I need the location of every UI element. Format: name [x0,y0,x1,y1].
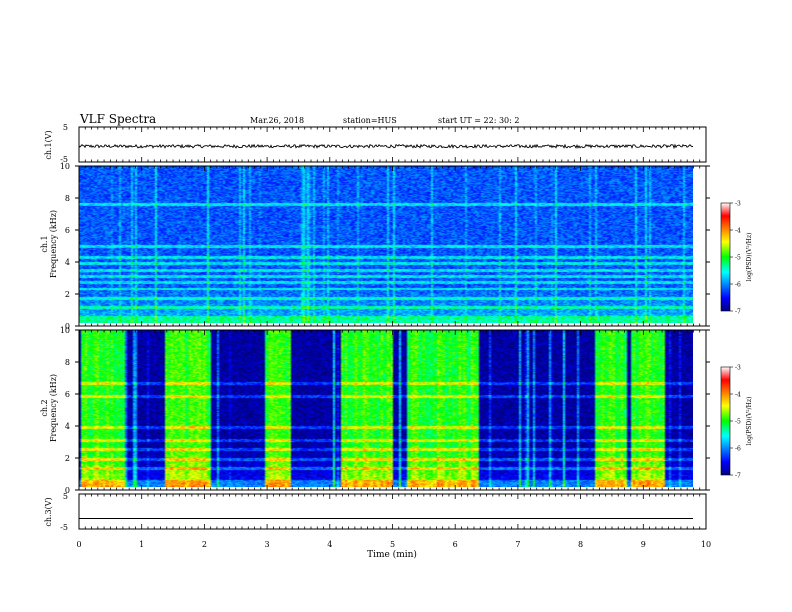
ch2-frequency-ticks: 0 2 4 6 8 10 [60,326,710,495]
ch1-frequency-ticks: 0 2 4 6 8 10 [60,162,710,331]
frequency-tick-label: 6 [65,390,70,399]
colorbar-tick-label: -3 [735,365,741,372]
ch2-colorbar-scale [720,366,731,476]
ch1-colorbar-scale [720,202,731,312]
ch1-ytick-top: 5 [63,123,68,132]
station-label: station=HUS [343,116,397,125]
start-time-label: start UT = 22: 30: 2 [438,116,519,125]
time-tick-label: 6 [453,540,458,549]
frequency-tick-label: 8 [65,194,70,203]
colorbar-tick-label: -4 [735,228,741,235]
ch1-spectrogram-image [79,166,693,323]
ch3-ytick-top: 5 [63,492,68,501]
time-tick-label: 0 [76,540,81,549]
time-tick-label: 8 [578,540,583,549]
ch2-spectrogram-ylabel-channel: ch.2 [40,399,49,416]
ch1-ytick-bottom: -5 [60,155,68,164]
time-axis-label: Time (min) [367,549,417,560]
ch1-voltage-panel: 5 -5 ch.1(V) [44,123,707,164]
time-tick-label: 7 [515,540,520,549]
frequency-tick-label: 8 [65,358,70,367]
colorbar-tick-label: -7 [735,473,741,480]
colorbar-tick-label: -7 [735,309,741,316]
ch2-spectrogram-image [79,330,693,487]
frequency-tick-label: 4 [65,258,70,267]
time-tick-label: 5 [390,540,395,549]
frequency-tick-label: 0 [65,322,70,331]
frequency-tick-label: 4 [65,422,70,431]
time-tick-label: 9 [641,540,646,549]
ch3-voltage-frame [78,493,707,530]
colorbar-tick-label: -4 [735,392,741,399]
ch2-colorbar-label: log(PSD)(V²/Hz) [746,397,753,446]
colorbar-tick-label: -5 [735,255,741,262]
ch1-colorbar: -3 -4 -5 -6 -7 log(PSD)(V²/Hz) [720,201,753,316]
ch1-spectrogram-panel: 0 2 4 6 8 10 ch.1 Frequency (kHz) [40,162,710,331]
ch1-spectrogram-ylabel-channel: ch.1 [40,235,49,252]
ch2-colorbar-ticks: -3 -4 -5 -6 -7 [730,365,741,480]
ch2-spectrogram-panel: 0 2 4 6 8 10 ch.2 Frequency (kHz) [40,326,710,495]
colorbar-tick-label: -6 [735,282,741,289]
time-tick-label: 1 [139,540,144,549]
ch1-colorbar-label: log(PSD)(V²/Hz) [746,233,753,282]
ch3-voltage-ylabel: ch.3(V) [44,497,53,526]
frequency-tick-label: 10 [60,326,70,335]
ch1-voltage-ylabel: ch.1(V) [44,130,53,159]
colorbar-tick-label: -5 [735,419,741,426]
ch1-colorbar-ticks: -3 -4 -5 -6 -7 [730,201,741,316]
ch2-spectrogram-ylabel: Frequency (kHz) [49,374,58,442]
time-tick-label: 3 [265,540,270,549]
colorbar-tick-label: -3 [735,201,741,208]
ch3-voltage-panel: 5 -5 ch.3(V) [44,492,707,532]
time-tick-label: 4 [327,540,332,549]
ch1-voltage-trace [78,143,694,150]
figure-title: VLF Spectra [79,112,156,126]
ch3-ytick-bottom: -5 [60,523,68,532]
frequency-tick-label: 6 [65,226,70,235]
ch2-colorbar: -3 -4 -5 -6 -7 log(PSD)(V²/Hz) [720,365,753,480]
time-axis: 0 1 2 3 4 5 6 7 8 9 10 [76,127,711,549]
colorbar-tick-label: -6 [735,446,741,453]
date-label: Mar.26, 2018 [250,116,304,125]
time-tick-label: 2 [202,540,207,549]
ch1-spectrogram-ylabel: Frequency (kHz) [49,210,58,278]
frequency-tick-label: 2 [65,290,70,299]
frequency-tick-label: 0 [65,486,70,495]
frequency-tick-label: 10 [60,162,70,171]
frequency-tick-label: 2 [65,454,70,463]
time-tick-label: 10 [701,540,711,549]
